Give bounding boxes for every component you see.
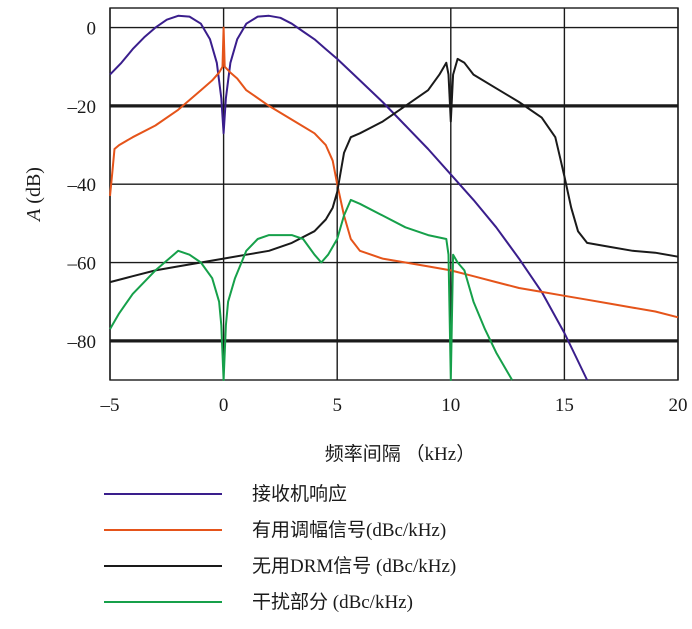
legend-label-receiver: 接收机响应 [252, 483, 348, 505]
legend-item: 干扰部分 (dBc/kHz) [104, 584, 664, 620]
y-tick-label: –20 [67, 97, 97, 118]
plot-frame [109, 7, 679, 381]
series-unwanted-drm-signal [109, 57, 679, 284]
x-axis-label: 频率间隔 （kHz） [325, 443, 475, 465]
y-axis-label: A (dB) [23, 167, 45, 223]
x-tick-label: –5 [100, 395, 120, 416]
legend-item: 有用调幅信号(dBc/kHz) [104, 512, 664, 548]
legend-label-interference: 干扰部分 (dBc/kHz) [252, 591, 413, 613]
y-tick-label: 0 [87, 19, 97, 40]
legend: 接收机响应 有用调幅信号(dBc/kHz) 无用DRM信号 (dBc/kHz) … [104, 476, 664, 620]
legend-label-unwanted-drm: 无用DRM信号 (dBc/kHz) [252, 555, 457, 577]
y-tick-label: –80 [67, 332, 97, 353]
legend-swatch-wanted-am [104, 529, 222, 531]
x-tick-label: 10 [441, 395, 460, 416]
x-tick-label: 15 [555, 395, 574, 416]
x-tick-label: 20 [669, 395, 688, 416]
legend-swatch-interference [104, 601, 222, 603]
y-axis-label-symbol: A [23, 208, 45, 223]
y-tick-label: –40 [67, 175, 97, 196]
y-tick-label: –60 [67, 254, 97, 275]
x-tick-label: 5 [332, 395, 342, 416]
legend-swatch-receiver [104, 493, 222, 495]
series-receiver-response [109, 14, 589, 381]
y-axis-label-unit: (dB) [23, 167, 45, 209]
series-interference [109, 198, 513, 381]
legend-label-wanted-am: 有用调幅信号(dBc/kHz) [252, 519, 447, 541]
series-wanted-am-signal [109, 26, 679, 319]
legend-item: 接收机响应 [104, 476, 664, 512]
x-tick-label: 0 [219, 395, 229, 416]
legend-item: 无用DRM信号 (dBc/kHz) [104, 548, 664, 584]
legend-swatch-unwanted-drm [104, 565, 222, 567]
